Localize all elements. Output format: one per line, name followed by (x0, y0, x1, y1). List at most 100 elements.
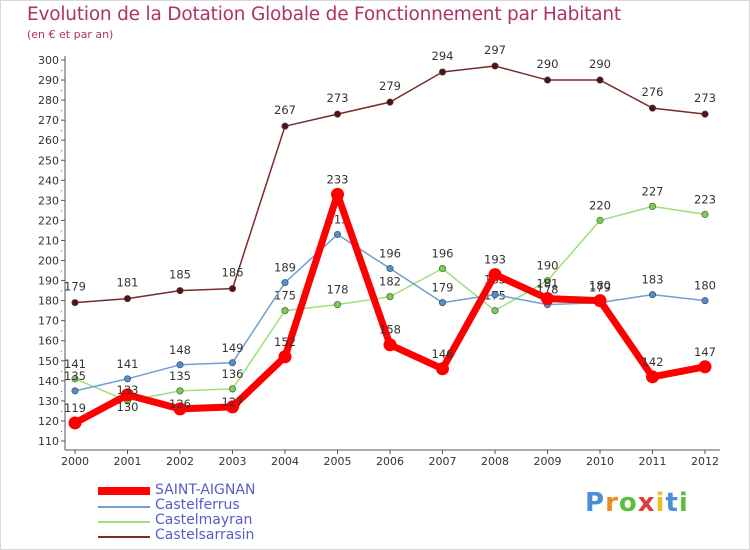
data-point-castelsarrasin (176, 287, 184, 295)
logo-letter: P (585, 488, 606, 518)
data-point-castelferrus (71, 387, 79, 395)
data-label-castelsarrasin: 290 (537, 57, 559, 71)
data-label-castelmayran: 136 (222, 367, 244, 381)
data-label-castelsarrasin: 179 (64, 280, 86, 294)
data-label-castelmayran: 130 (117, 400, 139, 414)
data-label-castelferrus: 196 (379, 247, 401, 261)
data-point-castelsarrasin (596, 76, 604, 84)
data-point-saint-aignan (331, 187, 344, 201)
y-tick-label: 260 (38, 134, 59, 147)
data-label-castelferrus: 179 (589, 281, 611, 295)
y-minor-tick (61, 410, 62, 412)
data-point-saint-aignan (173, 402, 187, 416)
y-minor-tick (61, 390, 62, 392)
data-label-castelmayran: 190 (537, 259, 559, 273)
data-label-saint-aignan: 158 (379, 323, 401, 337)
y-tick-label: 270 (38, 114, 59, 127)
data-label-castelmayran: 141 (64, 357, 86, 371)
legend-label: Castelsarrasin (155, 527, 255, 543)
data-label-saint-aignan: 180 (589, 279, 611, 293)
y-minor-tick (61, 90, 62, 92)
legend-swatch (98, 536, 150, 538)
data-point-castelferrus (281, 279, 289, 287)
data-label-castelferrus: 189 (274, 261, 296, 275)
data-point-saint-aignan (698, 360, 712, 374)
y-tick-label: 240 (38, 174, 59, 187)
data-point-castelmayran (333, 301, 341, 309)
y-minor-tick (61, 150, 62, 152)
data-point-saint-aignan (541, 292, 554, 306)
x-tick-label: 2011 (639, 455, 667, 468)
data-point-castelmayran (386, 293, 394, 301)
y-minor-tick (61, 170, 62, 172)
data-point-castelferrus (438, 299, 446, 307)
data-point-saint-aignan (593, 294, 607, 308)
data-label-castelsarrasin: 181 (117, 276, 139, 290)
x-tick-label: 2006 (376, 455, 404, 468)
data-label-castelferrus: 179 (432, 281, 454, 295)
data-label-castelferrus: 180 (694, 279, 716, 293)
data-label-castelmayran: 178 (327, 283, 349, 297)
x-tick-label: 2005 (324, 455, 352, 468)
y-tick-label: 300 (38, 54, 59, 67)
data-label-castelferrus: 135 (64, 369, 86, 383)
data-label-saint-aignan: 233 (327, 172, 349, 186)
data-point-castelmayran (71, 375, 79, 383)
x-tick-label: 2010 (586, 455, 614, 468)
data-label-castelsarrasin: 267 (274, 103, 296, 117)
data-point-saint-aignan (383, 338, 397, 352)
y-minor-tick (61, 70, 62, 72)
logo-letter: i (678, 488, 689, 518)
y-tick-label: 170 (38, 315, 59, 328)
legend-swatch (98, 487, 150, 495)
data-label-saint-aignan: 152 (274, 335, 296, 349)
logo-letter: o (618, 488, 638, 518)
x-tick-label: 2001 (114, 455, 142, 468)
data-label-castelferrus: 141 (117, 357, 139, 371)
data-label-castelmayran: 227 (642, 184, 664, 198)
y-minor-tick (61, 370, 62, 372)
data-point-castelmayran (176, 387, 184, 395)
y-minor-tick (61, 310, 62, 312)
data-point-saint-aignan (68, 416, 82, 430)
data-point-castelferrus (648, 291, 656, 299)
data-point-castelmayran (281, 307, 289, 315)
data-point-saint-aignan (278, 350, 292, 364)
data-label-castelsarrasin: 186 (222, 266, 244, 280)
data-point-castelsarrasin (438, 68, 446, 76)
y-minor-tick (61, 190, 62, 192)
data-point-saint-aignan (436, 362, 449, 376)
data-point-castelmayran (438, 265, 446, 273)
data-point-castelmayran (701, 210, 709, 218)
y-tick-label: 220 (38, 214, 59, 227)
data-label-saint-aignan: 142 (642, 355, 664, 369)
y-tick-label: 190 (38, 275, 59, 288)
y-tick-label: 110 (38, 435, 59, 448)
legend-swatch (98, 521, 150, 523)
x-tick-label: 2012 (691, 455, 719, 468)
data-label-castelmayran: 182 (379, 275, 401, 289)
data-point-castelferrus (333, 230, 341, 238)
data-point-castelsarrasin (333, 110, 341, 118)
data-point-castelsarrasin (386, 98, 394, 106)
y-minor-tick (61, 110, 62, 112)
data-label-saint-aignan: 181 (537, 277, 559, 291)
x-tick-label: 2007 (429, 455, 457, 468)
data-point-castelferrus (491, 291, 499, 299)
data-point-castelsarrasin (648, 104, 656, 112)
data-label-castelferrus: 149 (222, 341, 244, 355)
y-tick-label: 210 (38, 234, 59, 247)
data-label-castelmayran: 196 (432, 247, 454, 261)
data-point-castelferrus (701, 297, 709, 305)
y-tick-label: 120 (38, 415, 59, 428)
data-label-castelferrus: 183 (642, 273, 664, 287)
data-point-castelsarrasin (543, 76, 551, 84)
data-point-castelmayran (543, 277, 551, 285)
legend-label: Castelmayran (155, 512, 253, 528)
data-point-castelferrus (124, 375, 132, 383)
proxiti-logo: Proxiti (585, 488, 689, 518)
logo-letter: t (665, 488, 679, 518)
data-label-castelmayran: 223 (694, 192, 716, 206)
